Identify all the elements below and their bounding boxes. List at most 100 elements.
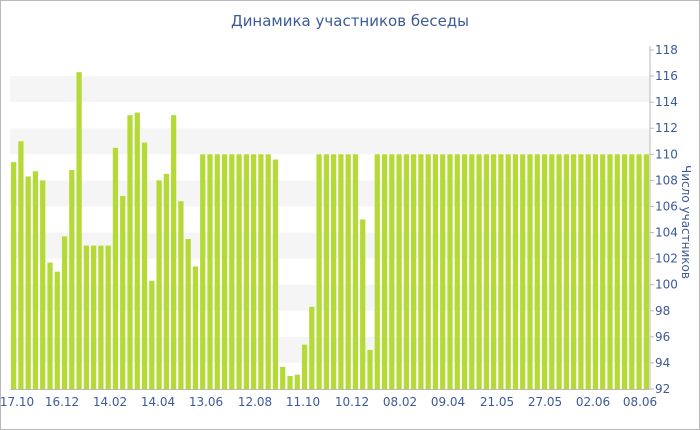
bar (229, 154, 235, 389)
x-tick-label: 14.02 (93, 395, 127, 409)
bar (520, 154, 526, 389)
x-tick-label: 27.05 (528, 395, 562, 409)
x-tick-label: 09.04 (431, 395, 465, 409)
bar (411, 154, 417, 389)
bar (309, 306, 315, 389)
bar (54, 271, 60, 389)
bar (636, 154, 642, 389)
chart-title: Динамика участников беседы (230, 12, 470, 30)
bar (171, 115, 177, 389)
y-tick-label: 104 (655, 226, 678, 240)
bar (425, 154, 431, 389)
bar (447, 154, 453, 389)
bar (607, 154, 613, 389)
bar (316, 154, 322, 389)
grid-band (10, 128, 650, 155)
bar (432, 154, 439, 389)
y-tick-label: 94 (655, 356, 670, 370)
y-tick-label: 110 (655, 147, 678, 161)
y-tick-label: 98 (655, 304, 670, 318)
bar (32, 171, 39, 389)
bar (578, 154, 584, 389)
x-tick-label: 08.02 (383, 395, 417, 409)
x-tick-label: 16.12 (45, 395, 79, 409)
bar (47, 262, 53, 389)
bar (345, 154, 351, 389)
x-tick-label: 21.05 (480, 395, 514, 409)
bar (592, 154, 599, 389)
grid-band (10, 76, 650, 103)
bar (178, 201, 184, 389)
bar (200, 154, 206, 389)
bar (112, 147, 119, 389)
bar (563, 154, 569, 389)
bar (374, 154, 380, 389)
bar (571, 154, 577, 389)
bar (25, 176, 31, 389)
bar (294, 374, 300, 389)
y-axis-label: Число участников (679, 165, 693, 279)
bar (338, 154, 344, 389)
x-tick-label: 12.08 (238, 395, 272, 409)
bar (585, 154, 591, 389)
bar (221, 154, 228, 389)
bar (534, 154, 540, 389)
bar (556, 154, 562, 389)
bar (149, 280, 155, 389)
bar (527, 154, 533, 389)
bar (236, 154, 242, 389)
bar (214, 154, 220, 389)
bar (301, 344, 308, 389)
y-tick-label: 112 (655, 121, 678, 135)
bar (512, 154, 519, 389)
bar (105, 245, 111, 389)
bar (251, 154, 257, 389)
y-tick-label: 116 (655, 69, 678, 83)
bar (243, 154, 249, 389)
bar (98, 245, 104, 389)
bar (127, 115, 133, 389)
x-tick-label: 02.06 (576, 395, 610, 409)
bar (352, 154, 359, 389)
bar (280, 366, 286, 389)
bar (367, 349, 373, 389)
bar (469, 154, 475, 389)
bar (258, 154, 264, 389)
bar (265, 154, 271, 389)
x-tick-label: 13.06 (189, 395, 223, 409)
bar (18, 141, 24, 389)
bar (381, 154, 388, 389)
bar (600, 154, 606, 389)
bar (207, 154, 213, 389)
y-tick-label: 118 (655, 43, 678, 57)
y-tick-label: 92 (655, 382, 670, 396)
bar (91, 245, 97, 389)
bar (163, 173, 169, 389)
bar (491, 154, 497, 389)
bar (192, 266, 199, 389)
bar (440, 154, 446, 389)
bar (505, 154, 511, 389)
bar (61, 236, 68, 389)
bar (272, 159, 279, 389)
bar (629, 154, 635, 389)
bar (287, 375, 293, 389)
bar (389, 154, 395, 389)
y-tick-label: 106 (655, 199, 678, 213)
y-tick-label: 100 (655, 278, 678, 292)
bar (83, 245, 89, 389)
bar (11, 162, 17, 389)
y-tick-label: 102 (655, 252, 678, 266)
bar (323, 154, 329, 389)
bar (360, 219, 366, 389)
bar (549, 154, 555, 389)
bar (396, 154, 402, 389)
bar (461, 154, 468, 389)
bar (69, 169, 75, 389)
bar (621, 154, 628, 389)
y-tick-label: 108 (655, 173, 678, 187)
bar (76, 72, 82, 390)
bar (156, 180, 162, 389)
x-tick-label: 17.10 (0, 395, 34, 409)
